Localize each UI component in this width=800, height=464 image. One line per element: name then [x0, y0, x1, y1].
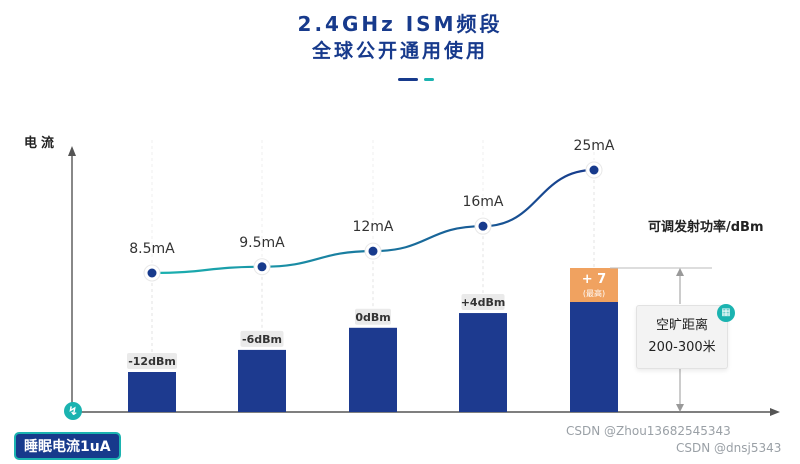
- bar-label: -6dBm: [242, 333, 282, 346]
- title-accent-teal: [424, 78, 434, 81]
- range-note: 空旷距离 200-300米: [636, 305, 728, 369]
- current-point: [589, 165, 599, 175]
- title-accent-dark: [398, 78, 418, 81]
- bar: [238, 349, 286, 412]
- bar-label-bg: [127, 353, 177, 369]
- watermark-1: CSDN @Zhou13682545343: [566, 424, 731, 438]
- current-point: [368, 246, 378, 256]
- bar-label: +4dBm: [461, 296, 506, 309]
- bar: [349, 327, 397, 412]
- bar: [128, 372, 176, 412]
- range-note-line-1: 空旷距离: [655, 318, 708, 333]
- title-line-2: 全球公开通用使用: [311, 40, 488, 62]
- bar-label-bg: [461, 294, 505, 311]
- current-label: 25mA: [573, 138, 614, 154]
- watermark-2: CSDN @dnsj5343: [676, 441, 782, 455]
- power-axis-label: 可调发射功率/dBm: [648, 219, 764, 235]
- bar: [570, 302, 618, 412]
- current-label: 16mA: [462, 194, 503, 210]
- max-power-value: + 7: [582, 272, 606, 287]
- current-label: 9.5mA: [239, 235, 285, 251]
- y-axis-arrow: [68, 146, 76, 156]
- max-power-note: (最高): [583, 288, 605, 298]
- current-point: [257, 262, 267, 272]
- bar-label-bg: [355, 308, 391, 325]
- range-arrow-up: [676, 268, 684, 276]
- current-label: 8.5mA: [129, 241, 175, 257]
- bar-label: 0dBm: [355, 311, 390, 324]
- range-arrow-down: [676, 404, 684, 412]
- sleep-current-badge: 睡眠电流1uA: [14, 432, 121, 460]
- x-axis-arrow: [770, 408, 780, 416]
- title-line-1: 2.4GHz ISM频段: [297, 12, 503, 36]
- range-note-line-2: 200-300米: [648, 340, 716, 355]
- current-point: [478, 221, 488, 231]
- bar: [459, 313, 507, 412]
- ruler-icon: ▦: [717, 304, 735, 322]
- max-power-segment: [570, 268, 618, 302]
- current-label: 12mA: [352, 219, 393, 235]
- y-axis-label: 电流: [24, 135, 58, 151]
- current-point: [147, 268, 157, 278]
- bar-label: -12dBm: [128, 355, 176, 368]
- bar-label-bg: [240, 330, 284, 347]
- bolt-icon: ↯: [64, 402, 82, 420]
